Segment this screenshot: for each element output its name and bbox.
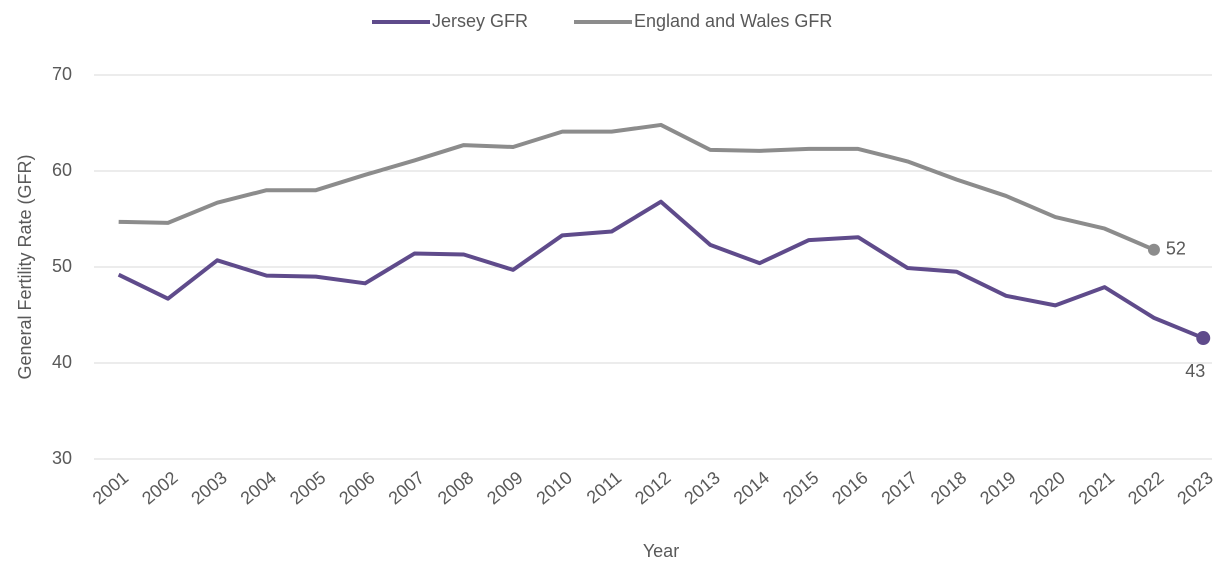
x-tick-label: 2001 [89, 467, 133, 508]
x-tick-label: 2019 [976, 467, 1020, 508]
y-tick-label: 50 [52, 256, 72, 276]
x-tick-label: 2011 [583, 467, 626, 507]
legend-label: Jersey GFR [432, 11, 528, 31]
x-tick-label: 2017 [878, 467, 922, 508]
x-tick-label: 2006 [335, 467, 379, 508]
y-tick-label: 40 [52, 352, 72, 372]
x-tick-label: 2004 [237, 467, 281, 508]
point-marker [1147, 243, 1160, 256]
x-tick-label: 2009 [483, 467, 527, 508]
x-tick-label: 2012 [631, 467, 675, 508]
x-tick-label: 2022 [1124, 467, 1168, 508]
x-tick-label: 2007 [385, 467, 429, 508]
x-tick-label: 2014 [730, 467, 774, 508]
x-tick-label: 2023 [1173, 467, 1214, 508]
y-tick-label: 30 [52, 448, 72, 468]
x-tick-label: 2002 [138, 467, 182, 508]
y-tick-label: 60 [52, 160, 72, 180]
x-tick-label: 2020 [1025, 467, 1069, 508]
x-tick-label: 2008 [434, 467, 478, 508]
y-tick-label: 70 [52, 64, 72, 84]
x-tick-label: 2010 [532, 467, 576, 508]
series-line [117, 199, 1205, 340]
y-axis-title: General Fertility Rate (GFR) [15, 154, 35, 379]
data-label: 52 [1166, 238, 1186, 258]
x-tick-label: 2016 [828, 467, 872, 508]
x-tick-label: 2005 [286, 467, 330, 508]
legend-label: England and Wales GFR [634, 11, 832, 31]
x-tick-label: 2015 [779, 467, 823, 508]
point-marker [1196, 331, 1211, 346]
x-tick-label: 2018 [927, 467, 971, 508]
x-tick-label: 2003 [187, 467, 231, 508]
x-axis-title: Year [643, 541, 679, 561]
data-label: 43 [1185, 361, 1205, 381]
x-tick-label: 2021 [1075, 467, 1119, 508]
x-tick-label: 2013 [680, 467, 724, 508]
series-line [118, 122, 1155, 252]
